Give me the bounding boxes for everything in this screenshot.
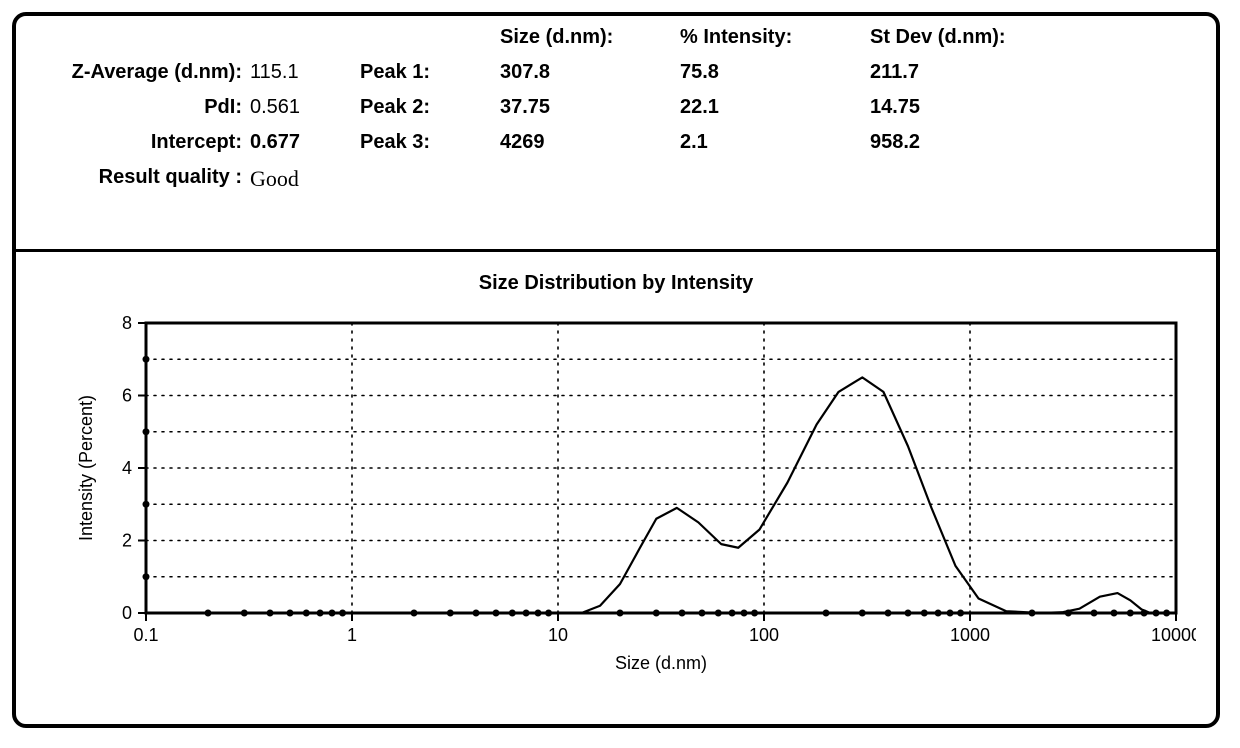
report-frame: Size (d.nm): % Intensity: St Dev (d.nm):… — [12, 12, 1220, 728]
chart-container: 0 2 4 6 8 0.1 1 10 100 1000 10000 Size (d.nm) Intens… — [36, 313, 1196, 693]
svg-text:6: 6 — [122, 386, 132, 406]
peak-2-stdev: 14.75 — [870, 96, 1060, 119]
results-table: Size (d.nm): % Intensity: St Dev (d.nm):… — [40, 26, 1192, 192]
label-z-average: Z-Average (d.nm): — [40, 61, 250, 84]
svg-text:1000: 1000 — [950, 625, 990, 645]
svg-text:8: 8 — [122, 313, 132, 333]
svg-text:Intensity (Percent): Intensity (Percent) — [76, 395, 96, 541]
chart-panel: Size Distribution by Intensity 0 2 4 6 8 0.1 1… — [16, 252, 1216, 705]
value-intercept: 0.677 — [250, 131, 360, 154]
peak-1-stdev: 211.7 — [870, 61, 1060, 84]
peak-1-size: 307.8 — [500, 61, 680, 84]
peak-1-intensity: 75.8 — [680, 61, 870, 84]
svg-text:0: 0 — [122, 603, 132, 623]
label-result-quality: Result quality : — [40, 166, 250, 192]
svg-text:1: 1 — [347, 625, 357, 645]
results-panel: Size (d.nm): % Intensity: St Dev (d.nm):… — [16, 16, 1216, 252]
svg-text:10000: 10000 — [1151, 625, 1196, 645]
label-peak-2: Peak 2: — [360, 96, 500, 119]
svg-text:4: 4 — [122, 458, 132, 478]
svg-text:100: 100 — [749, 625, 779, 645]
col-header-stdev: St Dev (d.nm): — [870, 26, 1060, 49]
label-peak-3: Peak 3: — [360, 131, 500, 154]
peak-3-stdev: 958.2 — [870, 131, 1060, 154]
svg-text:Size (d.nm): Size (d.nm) — [615, 653, 707, 673]
svg-text:0.1: 0.1 — [133, 625, 158, 645]
value-z-average: 115.1 — [250, 61, 360, 84]
col-header-size: Size (d.nm): — [500, 26, 680, 49]
svg-text:10: 10 — [548, 625, 568, 645]
value-result-quality: Good — [250, 166, 360, 192]
label-peak-1: Peak 1: — [360, 61, 500, 84]
size-distribution-chart: 0 2 4 6 8 0.1 1 10 100 1000 10000 Size (d.nm) Intens… — [36, 313, 1196, 693]
svg-text:2: 2 — [122, 531, 132, 551]
peak-3-size: 4269 — [500, 131, 680, 154]
value-pdi: 0.561 — [250, 96, 360, 119]
peak-3-intensity: 2.1 — [680, 131, 870, 154]
label-pdi: PdI: — [40, 96, 250, 119]
chart-title: Size Distribution by Intensity — [30, 272, 1202, 295]
peak-2-size: 37.75 — [500, 96, 680, 119]
peak-2-intensity: 22.1 — [680, 96, 870, 119]
label-intercept: Intercept: — [40, 131, 250, 154]
col-header-intensity: % Intensity: — [680, 26, 870, 49]
